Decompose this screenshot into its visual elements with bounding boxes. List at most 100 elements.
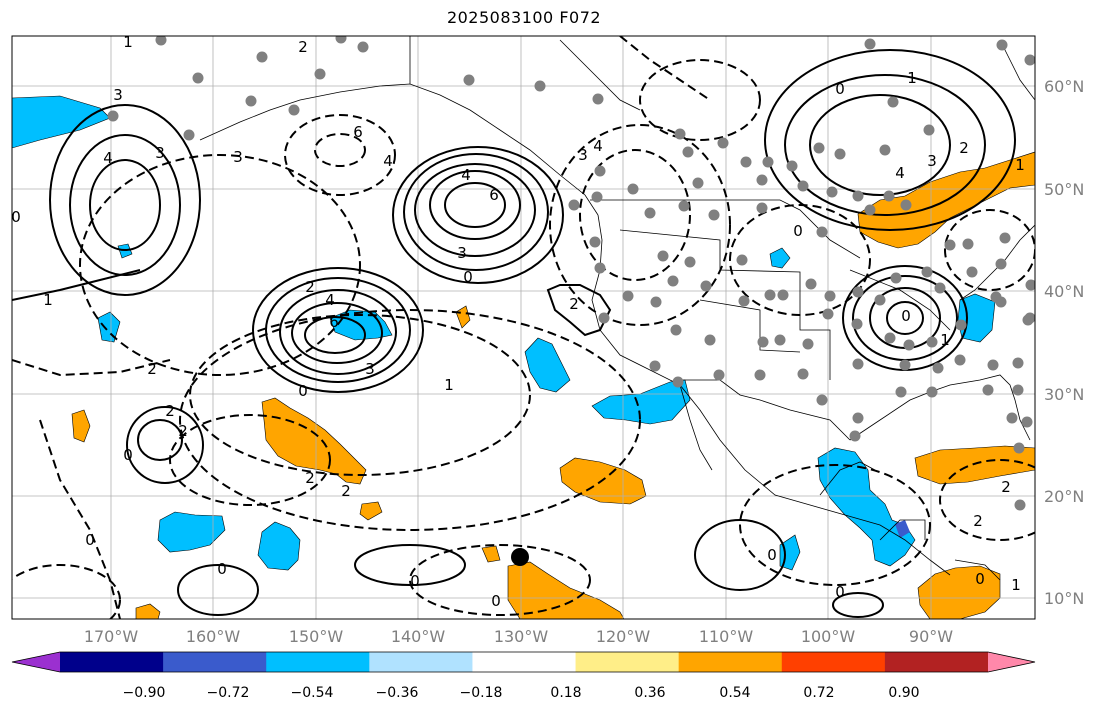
station-dot	[534, 80, 546, 92]
lat-label: 30°N	[1044, 385, 1084, 404]
lon-label: 110°W	[699, 627, 754, 646]
station-dot	[852, 286, 864, 298]
contour-label: 4	[103, 149, 113, 167]
contour-label: 6	[329, 313, 339, 331]
station-dot	[1024, 312, 1035, 324]
station-markers	[107, 36, 1035, 511]
station-dot	[1014, 499, 1026, 511]
station-dot	[834, 148, 846, 160]
contour-label: 3	[578, 146, 588, 164]
station-dot	[999, 232, 1011, 244]
station-dot	[568, 199, 580, 211]
contour-label: 4	[383, 152, 393, 170]
station-dot	[762, 156, 774, 168]
lat-label: 50°N	[1044, 180, 1084, 199]
dashed-contours	[12, 36, 1035, 619]
station-dot	[1021, 416, 1033, 428]
station-dot	[966, 266, 978, 278]
contour-label: 0	[217, 560, 227, 578]
station-dot	[717, 137, 729, 149]
station-dot	[155, 36, 167, 46]
colorbar-segment	[884, 652, 989, 672]
station-dot	[594, 165, 606, 177]
colorbar-tick-label: −0.90	[123, 685, 166, 701]
colorbar-outline	[11, 651, 1036, 673]
colorbar-segment	[678, 652, 783, 672]
contour-labels: 1 2 3 4 0 3 4 3 6 3 4 4 6 3 0 2 4 6 3 0 …	[11, 33, 1025, 610]
contour-label: 4	[325, 291, 335, 309]
highlight-point-marker	[511, 548, 529, 566]
contour-label: 1	[123, 33, 133, 51]
contour-label: 4	[461, 166, 471, 184]
negative-shading	[12, 95, 996, 571]
colorbar-extend-low	[12, 652, 60, 672]
station-dot	[736, 254, 748, 266]
graticule	[12, 36, 1035, 619]
contour-label: 0	[410, 572, 420, 590]
station-dot	[883, 190, 895, 202]
lat-label: 10°N	[1044, 589, 1084, 608]
map-area: 1 2 3 4 0 3 4 3 6 3 4 4 6 3 0 2 4 6 3 0 …	[11, 33, 1035, 619]
station-dot	[740, 156, 752, 168]
station-dot	[678, 200, 690, 212]
contour-label: 0	[298, 382, 308, 400]
station-dot	[816, 226, 828, 238]
contour-label: 2	[165, 402, 175, 420]
station-dot	[684, 256, 696, 268]
contour-label: 1	[1015, 156, 1025, 174]
station-dot	[738, 295, 750, 307]
station-dot	[183, 129, 195, 141]
station-dot	[591, 191, 603, 203]
colorbar	[11, 651, 1036, 673]
lon-label: 130°W	[494, 627, 549, 646]
contour-label: 2	[178, 422, 188, 440]
station-dot	[107, 110, 119, 122]
contour-label: 0	[835, 80, 845, 98]
station-dot	[670, 324, 682, 336]
station-dot	[622, 290, 634, 302]
contour-label: 2	[298, 38, 308, 56]
station-dot	[335, 36, 347, 44]
colorbar-segment	[472, 652, 577, 672]
station-dot	[797, 180, 809, 192]
contour-label: 1	[43, 291, 53, 309]
colorbar-tick-label: 0.36	[634, 685, 665, 701]
lat-label: 60°N	[1044, 77, 1084, 96]
contour-label: 3	[365, 360, 375, 378]
lon-label: 100°W	[801, 627, 856, 646]
colorbar-tick-label: 0.90	[888, 685, 919, 701]
contour-label: 2	[1001, 478, 1011, 496]
colorbar-tick-label: 0.72	[803, 685, 834, 701]
contour-label: 0	[11, 208, 21, 226]
station-dot	[982, 384, 994, 396]
station-dot	[879, 144, 891, 156]
station-dot	[756, 202, 768, 214]
colorbar-tick-label: 0.18	[550, 685, 581, 701]
station-dot	[1006, 412, 1018, 424]
station-dot	[955, 319, 967, 331]
station-dot	[899, 359, 911, 371]
lon-label: 160°W	[186, 627, 241, 646]
station-dot	[192, 72, 204, 84]
contour-label: 4	[593, 137, 603, 155]
contour-label: 6	[353, 123, 363, 141]
contour-label: 2	[305, 278, 315, 296]
contour-label: 1	[444, 376, 454, 394]
colorbar-segment	[163, 652, 267, 672]
station-dot	[864, 204, 876, 216]
station-dot	[594, 262, 606, 274]
station-dot	[754, 369, 766, 381]
station-dot	[786, 160, 798, 172]
contour-label: 1	[907, 69, 917, 87]
station-dot	[649, 360, 661, 372]
contour-label: 3	[927, 152, 937, 170]
contour-label: 0	[835, 583, 845, 601]
station-dot	[764, 289, 776, 301]
strong-negative-shading	[895, 520, 910, 538]
station-dot	[926, 386, 938, 398]
station-dot	[849, 430, 861, 442]
contour-label: 3	[233, 148, 243, 166]
station-dot	[357, 41, 369, 53]
contour-label: 3	[113, 86, 123, 104]
